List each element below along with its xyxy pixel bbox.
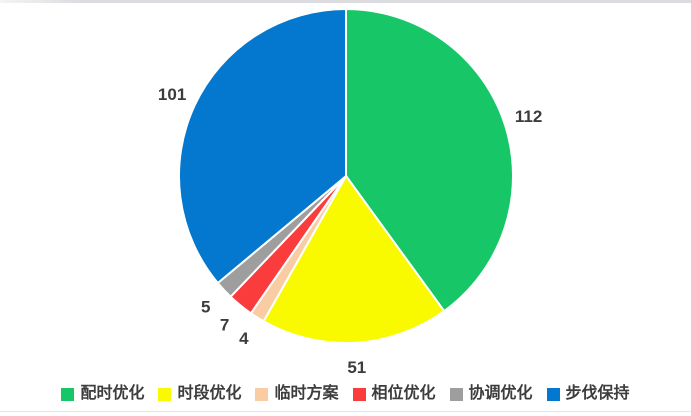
legend-label: 协调优化	[468, 385, 533, 402]
pie-slice-2[interactable]	[262, 175, 446, 344]
slice-value-label-3: 4	[239, 329, 249, 348]
legend-swatch-icon	[61, 387, 75, 401]
slice-value-label-6: 101	[158, 85, 186, 104]
slice-value-label-5: 5	[201, 298, 210, 317]
legend-swatch-icon	[255, 387, 269, 401]
legend-item-2[interactable]: 时段优化	[158, 386, 241, 402]
slice-value-label-2: 51	[347, 358, 366, 377]
legend-swatch-icon	[449, 387, 463, 401]
slice-value-label-1: 112	[515, 107, 542, 126]
panel-top-border	[0, 0, 691, 3]
legend-item-6[interactable]: 步伐保持	[546, 385, 630, 402]
panel-bottom-border	[0, 411, 691, 412]
chart-legend: 配时优化 时段优化 临时方案 相位优化 协调优化 步伐保持	[0, 381, 691, 407]
legend-swatch-icon	[158, 387, 172, 401]
legend-swatch-icon	[546, 387, 560, 401]
legend-label: 步伐保持	[565, 385, 630, 402]
slice-value-label-4: 7	[220, 315, 229, 334]
legend-item-4[interactable]: 相位优化	[352, 385, 436, 402]
pie-slice-1[interactable]	[345, 8, 514, 313]
legend-swatch-icon	[352, 387, 366, 401]
legend-item-3[interactable]: 临时方案	[255, 385, 339, 402]
legend-label: 临时方案	[274, 385, 339, 402]
legend-item-5[interactable]: 协调优化	[449, 385, 533, 402]
legend-label: 配时优化	[80, 385, 145, 402]
pie-chart: 112 51 475 101	[158, 8, 542, 377]
legend-label: 相位优化	[371, 385, 436, 402]
pie-slice-6[interactable]	[177, 8, 347, 285]
legend-label: 时段优化	[177, 385, 242, 402]
legend-item-1[interactable]: 配时优化	[61, 386, 144, 402]
